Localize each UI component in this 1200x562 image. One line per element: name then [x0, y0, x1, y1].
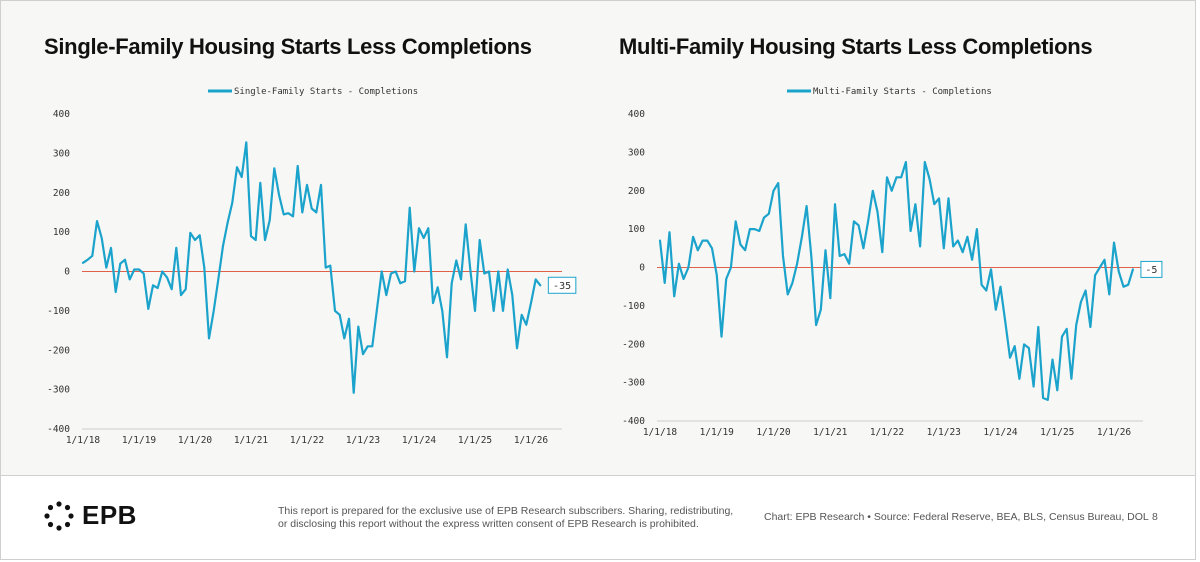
x-tick-label: 1/1/22	[870, 427, 904, 438]
x-tick-label: 1/1/21	[813, 427, 848, 438]
y-tick-label: -400	[622, 416, 645, 427]
x-tick-label: 1/1/18	[66, 435, 101, 446]
x-tick-label: 1/1/19	[122, 435, 157, 446]
y-tick-label: 100	[628, 224, 645, 235]
y-tick-label: -300	[622, 378, 645, 389]
x-tick-label: 1/1/25	[1040, 427, 1074, 438]
y-tick-label: -100	[47, 306, 70, 317]
series-line	[658, 160, 1135, 401]
x-tick-label: 1/1/23	[346, 435, 380, 446]
y-tick-label: 200	[628, 186, 645, 197]
x-tick-label: 1/1/20	[756, 427, 791, 438]
legend-label: Multi-Family Starts - Completions	[813, 87, 992, 97]
right-chart-title: Multi-Family Housing Starts Less Complet…	[619, 34, 1093, 59]
epb-logo-text: EPB	[82, 500, 137, 530]
epb-logo: EPB	[44, 500, 137, 531]
legend-label: Single-Family Starts - Completions	[234, 87, 418, 97]
y-tick-label: 0	[639, 263, 645, 274]
y-tick-label: -200	[47, 345, 70, 356]
last-value-label: -35	[553, 281, 571, 292]
x-tick-label: 1/1/18	[643, 427, 678, 438]
disclaimer-text: This report is prepared for the exclusiv…	[278, 505, 734, 530]
x-tick-label: 1/1/26	[1097, 427, 1132, 438]
x-tick-label: 1/1/22	[290, 435, 324, 446]
y-tick-label: 200	[53, 188, 70, 199]
x-tick-label: 1/1/19	[700, 427, 735, 438]
source-text: Chart: EPB Research • Source: Federal Re…	[764, 511, 1149, 523]
last-value-label: -5	[1145, 265, 1157, 276]
x-tick-label: 1/1/23	[927, 427, 961, 438]
series-line	[81, 141, 542, 394]
x-tick-label: 1/1/26	[514, 435, 549, 446]
footer	[0, 476, 1196, 560]
y-tick-label: 300	[628, 147, 645, 158]
y-tick-label: -300	[47, 385, 70, 396]
page-number: 8	[1152, 511, 1158, 523]
x-tick-label: 1/1/20	[178, 435, 213, 446]
y-tick-label: -200	[622, 339, 645, 350]
y-tick-label: 400	[53, 109, 70, 120]
epb-logo-icon	[44, 500, 74, 531]
left-chart-title: Single-Family Housing Starts Less Comple…	[44, 34, 532, 59]
y-tick-label: 100	[53, 227, 70, 238]
y-tick-label: -400	[47, 424, 70, 435]
x-tick-label: 1/1/21	[234, 435, 269, 446]
x-tick-label: 1/1/24	[402, 435, 437, 446]
x-tick-label: 1/1/24	[983, 427, 1018, 438]
x-tick-label: 1/1/25	[458, 435, 492, 446]
y-tick-label: 400	[628, 109, 645, 120]
last-value-box	[547, 276, 577, 294]
y-tick-label: 0	[64, 267, 70, 278]
y-tick-label: -100	[622, 301, 645, 312]
y-tick-label: 300	[53, 148, 70, 159]
last-value-box	[1140, 260, 1163, 278]
